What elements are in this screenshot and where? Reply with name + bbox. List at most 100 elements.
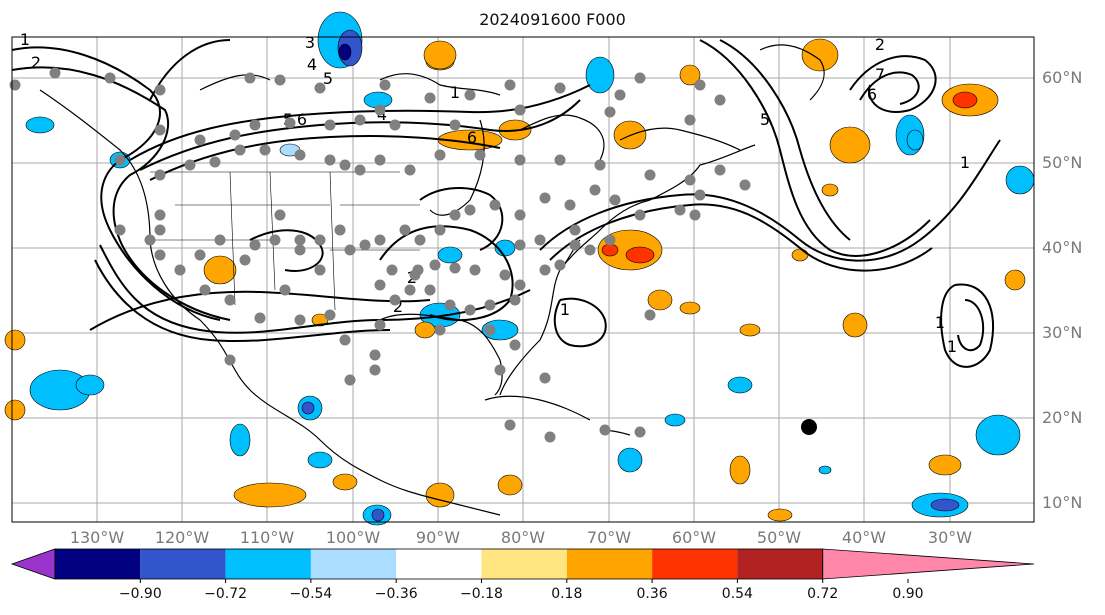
anomaly-region bbox=[679, 301, 701, 315]
station-dot bbox=[569, 239, 581, 251]
station-dot bbox=[434, 149, 446, 161]
station-dot bbox=[249, 239, 261, 251]
station-dot bbox=[449, 209, 461, 221]
station-dot bbox=[9, 79, 21, 91]
contour-label: 3 bbox=[305, 33, 315, 52]
longitude-label: 110°W bbox=[239, 528, 295, 547]
anomaly-region bbox=[791, 248, 809, 262]
contour-label: 2 bbox=[875, 35, 885, 54]
anomaly-region bbox=[625, 246, 655, 264]
colorbar-tick-label: −0.54 bbox=[289, 586, 333, 602]
station-dot bbox=[199, 284, 211, 296]
station-dot bbox=[554, 154, 566, 166]
station-dot bbox=[594, 159, 606, 171]
station-dot bbox=[554, 259, 566, 271]
contour-line bbox=[940, 283, 995, 368]
station-dot bbox=[514, 239, 526, 251]
contour-line bbox=[859, 71, 920, 105]
longitude-label: 80°W bbox=[500, 528, 546, 547]
station-dot bbox=[689, 209, 701, 221]
contour-line bbox=[94, 259, 391, 343]
colorbar-segment bbox=[481, 549, 567, 579]
station-dot bbox=[674, 204, 686, 216]
anomaly-region bbox=[423, 40, 457, 70]
anomaly-region bbox=[307, 451, 333, 469]
station-dot bbox=[249, 119, 261, 131]
station-dot bbox=[339, 159, 351, 171]
station-dot bbox=[244, 72, 256, 84]
station-dot bbox=[684, 174, 696, 186]
contour-line bbox=[89, 290, 431, 331]
latitude-label: 20°N bbox=[1042, 408, 1083, 427]
latitude-label: 10°N bbox=[1042, 493, 1083, 512]
station-dot bbox=[714, 94, 726, 106]
contour-line bbox=[719, 39, 851, 241]
station-dot bbox=[214, 234, 226, 246]
station-dot bbox=[399, 224, 411, 236]
anomaly-region bbox=[25, 116, 55, 134]
anomaly-region bbox=[829, 126, 871, 164]
anomaly-region bbox=[729, 455, 751, 485]
station-dot bbox=[279, 284, 291, 296]
station-dot bbox=[294, 244, 306, 256]
station-dot bbox=[259, 144, 271, 156]
station-dot bbox=[314, 264, 326, 276]
station-dot bbox=[514, 104, 526, 116]
station-dot bbox=[144, 234, 156, 246]
anomaly-region bbox=[906, 129, 924, 151]
station-dot bbox=[314, 82, 326, 94]
station-dot bbox=[314, 234, 326, 246]
station-dot bbox=[504, 79, 516, 91]
anomaly-region bbox=[338, 43, 352, 61]
contour-line bbox=[553, 297, 607, 348]
station-dot bbox=[609, 194, 621, 206]
station-dot bbox=[344, 374, 356, 386]
anomaly-region bbox=[233, 482, 307, 508]
station-dot bbox=[324, 119, 336, 131]
anomaly-region bbox=[952, 91, 978, 109]
colorbar-tick-label: −0.90 bbox=[118, 586, 162, 602]
station-dot bbox=[369, 349, 381, 361]
storm-marker bbox=[801, 419, 817, 435]
station-dot bbox=[634, 72, 646, 84]
anomaly-region bbox=[425, 482, 455, 508]
station-dot bbox=[444, 299, 456, 311]
station-dot bbox=[554, 82, 566, 94]
station-dot bbox=[274, 74, 286, 86]
contour-label: 7 bbox=[875, 65, 885, 84]
station-dot bbox=[589, 184, 601, 196]
anomaly-shading bbox=[4, 11, 1035, 526]
anomaly-region bbox=[4, 399, 26, 421]
station-dot bbox=[634, 426, 646, 438]
station-dot bbox=[209, 156, 221, 168]
colorbar-tick-label: 0.36 bbox=[636, 586, 668, 602]
station-dot bbox=[509, 294, 521, 306]
station-dot bbox=[104, 72, 116, 84]
station-dot bbox=[604, 106, 616, 118]
station-dot bbox=[434, 224, 446, 236]
station-dot bbox=[464, 204, 476, 216]
colorbar-segment bbox=[55, 549, 141, 579]
station-dot bbox=[484, 324, 496, 336]
station-dot bbox=[254, 312, 266, 324]
anomaly-region bbox=[332, 473, 358, 491]
anomaly-region bbox=[739, 323, 761, 337]
anomaly-region bbox=[371, 508, 385, 522]
station-dot bbox=[274, 209, 286, 221]
contour-label: 1 bbox=[935, 313, 945, 332]
station-dot bbox=[504, 419, 516, 431]
map-title: 2024091600 F000 bbox=[479, 10, 626, 29]
state-border bbox=[329, 171, 336, 311]
station-dot bbox=[386, 264, 398, 276]
colorbar-segment bbox=[737, 549, 823, 579]
anomaly-region bbox=[767, 508, 793, 522]
station-dot bbox=[509, 339, 521, 351]
colorbar-segment bbox=[225, 549, 311, 579]
anomaly-region bbox=[585, 56, 615, 94]
station-dot bbox=[374, 234, 386, 246]
station-dot bbox=[604, 234, 616, 246]
station-dot bbox=[714, 164, 726, 176]
station-dot bbox=[334, 224, 346, 236]
contour-label: 6 bbox=[867, 85, 877, 104]
colorbar-frame bbox=[54, 548, 824, 580]
